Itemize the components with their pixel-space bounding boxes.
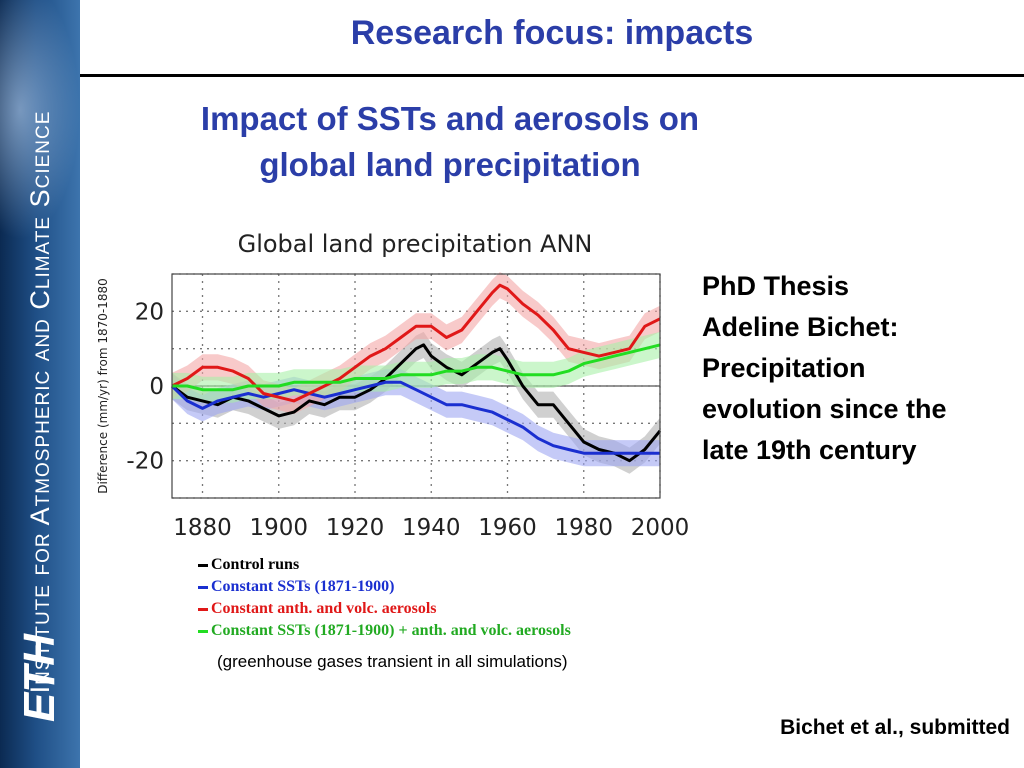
x-tick-labels: 1880 1900 1920 1940 1960 1980 2000 [173,515,689,541]
y-tick-labels: 20 0 -20 [126,299,164,474]
citation: Bichet et al., submitted [780,716,1010,739]
slide-title: Research focus: impacts [350,14,754,52]
chart-legend: Control runs Constant SSTs (1871-1900) C… [198,554,571,642]
x-tick-label: 1900 [249,515,308,541]
sidebar-banner: Institute for Atmospheric and Climate Sc… [0,0,80,768]
legend-item-ssts-and-aerosols: Constant SSTs (1871-1900) + anth. and vo… [198,620,571,642]
legend-swatch [198,563,208,567]
precipitation-chart: Global land precipitation ANN Difference… [96,230,689,541]
legend-swatch [198,585,208,589]
x-tick-label: 1960 [478,515,537,541]
y-tick-label: 0 [149,374,164,400]
legend-swatch [198,629,208,633]
legend-item-constant-ssts: Constant SSTs (1871-1900) [198,576,571,598]
subtitle-line: global land precipitation [259,146,641,183]
thesis-note-line: evolution since the [702,394,947,424]
thesis-note: PhD Thesis Adeline Bichet: Precipitation… [702,266,1017,471]
spread-band-2 [172,272,660,414]
series-line-3 [172,343,661,392]
slide-subtitle: Impact of SSTs and aerosols on global la… [130,96,770,188]
legend-label: Constant SSTs (1871-1900) + anth. and vo… [211,622,571,639]
legend-label: Constant SSTs (1871-1900) [211,578,395,595]
series-line-0 [171,343,662,463]
thesis-note-line: late 19th century [702,435,917,465]
eth-logo: ETH [15,634,64,722]
spread-band-3 [172,331,660,403]
legend-item-constant-aerosols: Constant anth. and volc. aerosols [198,598,571,620]
legend-label: Constant anth. and volc. aerosols [211,600,437,617]
subtitle-line: Impact of SSTs and aerosols on [200,100,700,137]
plot-frame [171,273,661,499]
x-tick-label: 1980 [554,515,613,541]
x-tick-label: 1940 [402,515,461,541]
series-lines [170,283,662,463]
legend-item-control: Control runs [198,554,571,576]
spread-bands [172,272,660,474]
x-tick-label: 1920 [326,515,385,541]
legend-note: (greenhouse gases transient in all simul… [217,652,568,671]
series-line-1 [170,380,660,455]
chart-title: Global land precipitation ANN [238,230,593,258]
y-tick-label: -20 [126,449,164,475]
x-tick-label: 1880 [173,515,232,541]
x-tick-label: 2000 [631,515,690,541]
thesis-note-line: Precipitation [702,353,866,383]
y-axis-label: Difference (mm/yr) from 1870-1880 [96,278,110,493]
y-tick-label: 20 [135,299,164,325]
legend-label: Control runs [211,556,300,573]
thesis-note-line: Adeline Bichet: [702,312,899,342]
legend-swatch [198,607,208,611]
thesis-note-line: PhD Thesis [702,271,850,301]
sidebar-globe-glow [0,0,80,240]
title-divider [80,74,1024,77]
